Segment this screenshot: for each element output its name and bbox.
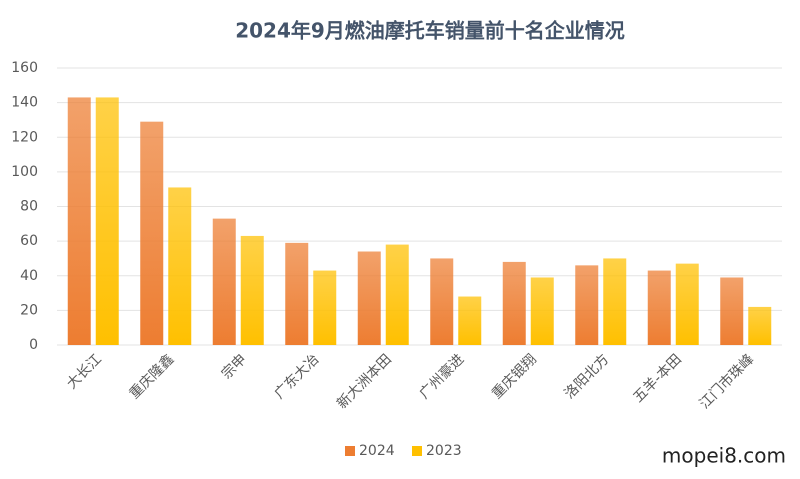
bar bbox=[240, 235, 264, 345]
x-tick-label: 江门市珠峰 bbox=[696, 351, 758, 413]
bar bbox=[603, 258, 627, 345]
x-tick-label: 重庆隆鑫 bbox=[126, 351, 178, 403]
y-tick-label: 20 bbox=[20, 302, 38, 318]
bar bbox=[430, 258, 454, 345]
bar bbox=[285, 242, 309, 345]
x-tick-label: 宗申 bbox=[219, 351, 250, 382]
bar bbox=[748, 306, 772, 345]
y-tick-label: 160 bbox=[11, 60, 38, 76]
x-tick-label: 五羊-本田 bbox=[630, 351, 684, 405]
y-tick-label: 140 bbox=[11, 95, 38, 111]
x-tick-label: 广州豪进 bbox=[416, 351, 467, 402]
chart-title: 2024年9月燃油摩托车销量前十名企业情况 bbox=[235, 19, 625, 43]
bar bbox=[458, 296, 482, 345]
x-tick-label: 新大洲本田 bbox=[334, 351, 395, 412]
y-tick-label: 0 bbox=[29, 337, 38, 353]
bar bbox=[675, 263, 699, 345]
watermark: mopei8.com bbox=[662, 444, 786, 468]
bar bbox=[575, 265, 599, 345]
x-tick-label: 重庆银翔 bbox=[489, 351, 540, 402]
legend-swatch bbox=[412, 446, 422, 456]
legend-label: 2023 bbox=[426, 443, 462, 459]
x-tick-label: 大长江 bbox=[64, 351, 105, 392]
bar bbox=[168, 187, 192, 345]
y-tick-label: 80 bbox=[20, 199, 38, 215]
bar bbox=[95, 97, 119, 346]
y-tick-label: 40 bbox=[20, 268, 38, 284]
bar bbox=[385, 244, 409, 345]
bar bbox=[530, 277, 554, 345]
bar bbox=[313, 270, 337, 345]
bar bbox=[720, 277, 744, 345]
y-tick-label: 120 bbox=[11, 129, 38, 145]
bar bbox=[357, 251, 381, 345]
legend-swatch bbox=[345, 446, 355, 456]
x-tick-label: 广东大冶 bbox=[271, 351, 322, 402]
y-tick-label: 100 bbox=[11, 164, 38, 180]
x-tick-label: 洛阳北方 bbox=[561, 351, 612, 402]
bar bbox=[140, 121, 164, 345]
bar bbox=[67, 97, 91, 346]
legend-label: 2024 bbox=[359, 443, 395, 459]
bar bbox=[647, 270, 671, 345]
y-tick-label: 60 bbox=[20, 233, 38, 249]
bar bbox=[502, 261, 526, 345]
bar bbox=[212, 218, 236, 345]
